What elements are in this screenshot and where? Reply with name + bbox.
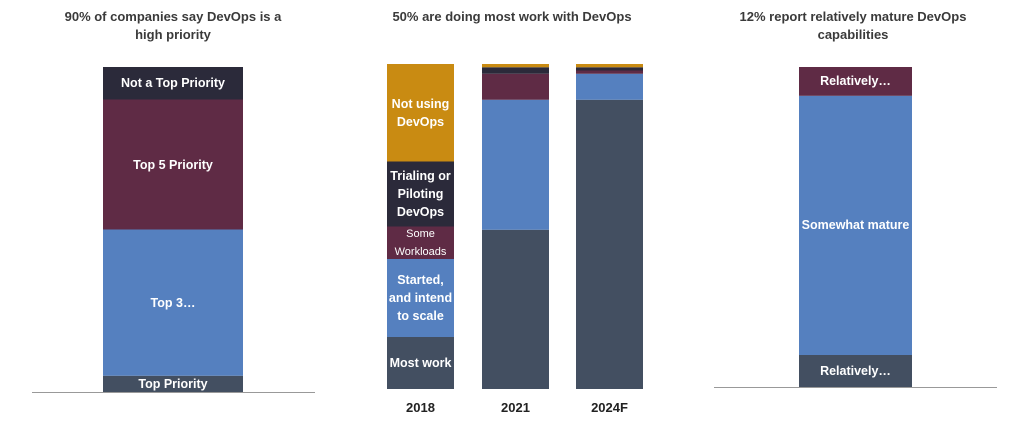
segment-label: Most work — [389, 356, 452, 370]
x-tick-label: 2024F — [591, 400, 628, 415]
bar-segment — [103, 375, 243, 392]
x-tick-label: 2021 — [501, 400, 530, 415]
x-tick-label: 2018 — [406, 400, 435, 415]
segment-label: Started, and intend to scale — [388, 273, 453, 323]
bar-segment — [799, 95, 912, 356]
segment-label: Not using DevOps — [391, 96, 450, 129]
bar-segment — [482, 67, 549, 74]
bar-segment — [387, 259, 454, 337]
bar-segment — [387, 337, 454, 389]
segment-label: Some Workloads — [394, 227, 447, 258]
bar-segment — [387, 226, 454, 259]
bar-segment — [576, 73, 643, 100]
segment-label: Relatively… — [820, 74, 891, 89]
bar-segment — [482, 73, 549, 100]
bar-segment — [387, 64, 454, 162]
bar-segment — [103, 67, 243, 100]
chart-title: 50% are doing most work with DevOps — [392, 9, 632, 24]
segment-label: Top Priority — [138, 376, 208, 391]
segment-label: Top 5 Priority — [133, 157, 213, 172]
bar-segment — [387, 161, 454, 227]
bar-segment — [799, 355, 912, 387]
bar-segment — [799, 67, 912, 96]
segment-label: Relatively… — [820, 364, 891, 378]
bar-segment — [576, 99, 643, 389]
bar-segment — [482, 64, 549, 68]
chart-title: 90% of companies say DevOps is a high pr… — [64, 9, 282, 42]
segment-label: Somewhat mature — [801, 218, 910, 233]
bar-segment — [103, 99, 243, 230]
bar-segment — [576, 67, 643, 71]
bar-segment — [576, 64, 643, 68]
segment-label: Top 3… — [150, 295, 196, 310]
chart-title: 12% report relatively mature DevOps capa… — [739, 9, 967, 42]
bar-segment — [103, 229, 243, 376]
bar-segment — [482, 229, 549, 389]
segment-label: Trialing or Piloting DevOps — [390, 169, 451, 219]
bar-segment — [576, 70, 643, 74]
segment-label: Not a Top Priority — [121, 76, 225, 91]
bar-segment — [482, 99, 549, 230]
